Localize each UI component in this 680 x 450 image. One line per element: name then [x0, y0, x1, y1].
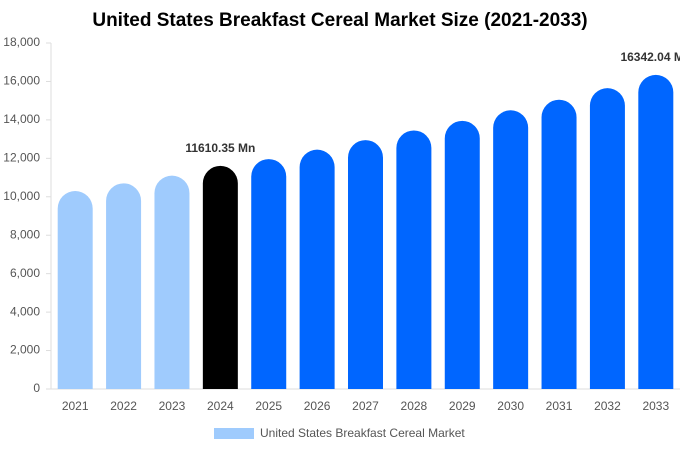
bar	[348, 140, 383, 389]
y-tick-label: 4,000	[10, 304, 40, 318]
bar	[202, 165, 238, 389]
value-label: 11610.35 Mn	[185, 141, 255, 155]
x-tick-label: 2029	[449, 399, 476, 413]
y-tick-label: 8,000	[10, 227, 40, 241]
legend-label: United States Breakfast Cereal Market	[260, 426, 465, 440]
y-tick-label: 2,000	[10, 343, 40, 357]
y-tick-label: 0	[33, 381, 40, 395]
bar	[251, 159, 287, 389]
x-tick-label: 2024	[207, 399, 234, 413]
y-tick-label: 18,000	[3, 35, 40, 49]
x-tick-label: 2033	[642, 399, 669, 413]
bar	[589, 88, 625, 389]
bar	[638, 74, 674, 389]
y-tick-label: 14,000	[3, 112, 40, 126]
y-tick-label: 6,000	[10, 266, 40, 280]
x-tick-label: 2028	[401, 399, 428, 413]
x-tick-label: 2023	[159, 399, 186, 413]
bar	[541, 99, 577, 389]
y-tick-label: 10,000	[3, 189, 40, 203]
x-tick-label: 2027	[352, 399, 379, 413]
bar	[493, 110, 529, 389]
y-tick-label: 12,000	[3, 151, 40, 165]
x-tick-label: 2026	[304, 399, 331, 413]
x-tick-label: 2031	[546, 399, 573, 413]
y-tick-label: 16,000	[3, 74, 40, 88]
bar	[154, 175, 190, 389]
bar	[106, 183, 142, 389]
x-tick-label: 2032	[594, 399, 621, 413]
chart-title: United States Breakfast Cereal Market Si…	[92, 10, 587, 31]
x-tick-label: 2021	[62, 399, 89, 413]
bar	[57, 191, 93, 389]
x-tick-label: 2025	[255, 399, 282, 413]
bar	[396, 130, 432, 389]
bar	[444, 120, 480, 389]
value-label: 16342.04 Mn	[620, 50, 680, 64]
bar	[299, 149, 335, 389]
x-tick-label: 2022	[110, 399, 137, 413]
x-tick-label: 2030	[497, 399, 524, 413]
legend-swatch	[214, 428, 254, 439]
